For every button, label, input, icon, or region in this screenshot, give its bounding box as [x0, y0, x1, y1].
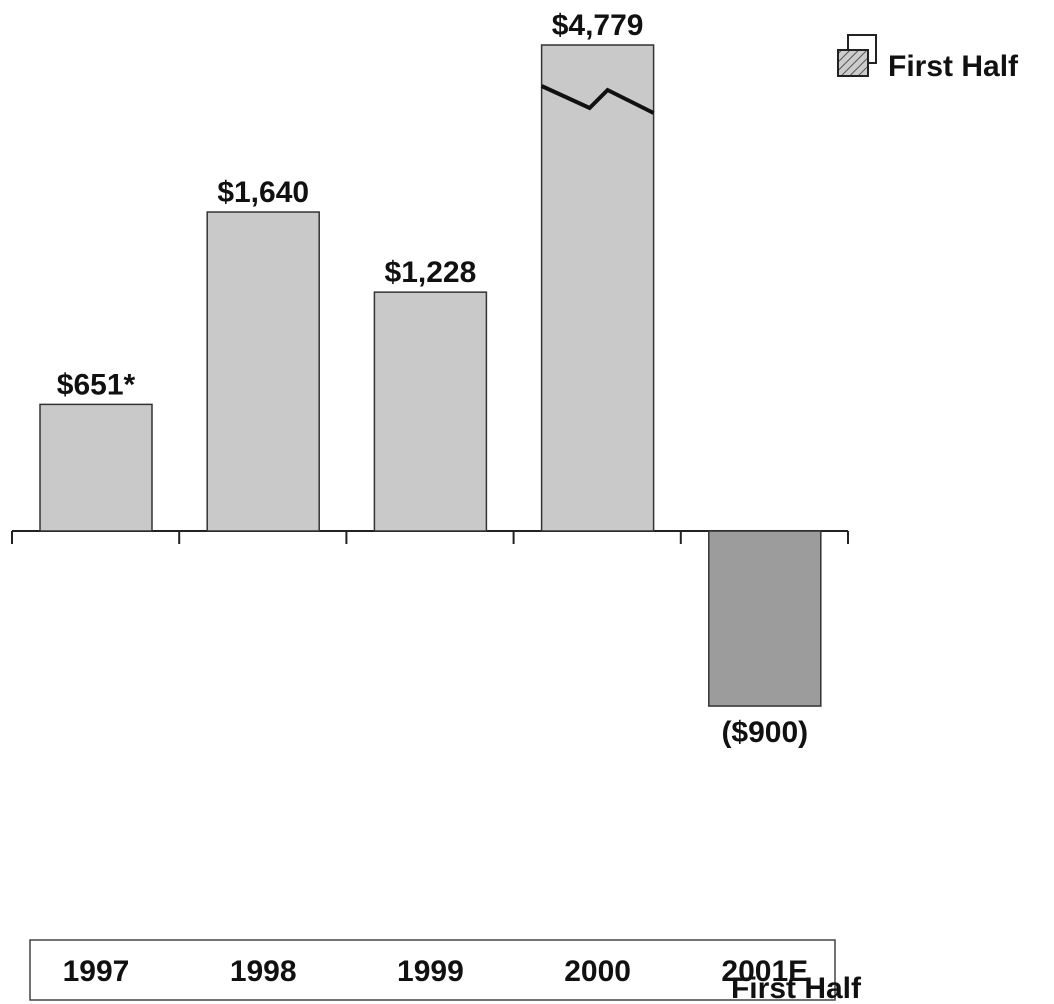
bar	[540, 44, 655, 532]
legend-swatch	[837, 49, 869, 77]
axis-break	[540, 84, 655, 115]
value-label: $4,779	[552, 9, 644, 42]
category-box	[29, 939, 836, 1001]
value-label: $1,640	[217, 176, 309, 209]
x-tick-label: 2000	[564, 955, 631, 988]
bar	[373, 291, 488, 532]
value-label: $651*	[57, 368, 136, 401]
x-tick-label: 1999	[397, 955, 464, 988]
value-label: $1,228	[385, 256, 477, 289]
x-tick-label: 1998	[230, 955, 297, 988]
value-label: ($900)	[721, 716, 808, 749]
x-tick-label: 2001E	[721, 955, 808, 988]
bar	[708, 530, 822, 707]
legend-label: First Half	[888, 50, 1019, 83]
category-note: First Half	[731, 972, 862, 1004]
x-tick-label: 1997	[63, 955, 130, 988]
bar	[206, 211, 320, 532]
bar	[39, 403, 153, 532]
